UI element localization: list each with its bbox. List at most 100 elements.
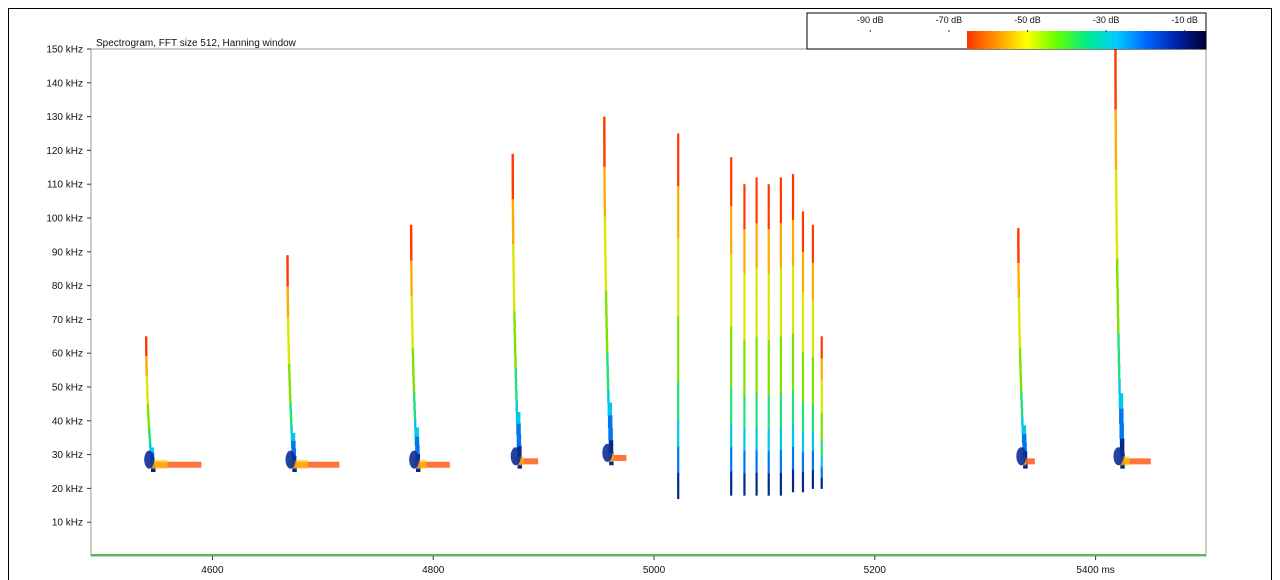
spectral-segment: [779, 427, 782, 439]
spectral-segment: [801, 331, 805, 342]
spectral-segment: [513, 344, 517, 357]
call-peak: [1113, 447, 1124, 466]
spectral-segment: [791, 412, 795, 425]
spectral-segment: [801, 461, 805, 473]
spectral-segment: [603, 203, 607, 217]
call-tail: [291, 461, 340, 468]
spectral-segment: [791, 174, 795, 186]
spectral-segment: [288, 371, 291, 380]
spectral-segment: [801, 381, 805, 393]
spectral-segment: [1021, 425, 1027, 435]
spectral-segment: [677, 172, 680, 187]
call-buzz: [743, 184, 746, 496]
spectral-segment: [743, 184, 746, 196]
spectral-segment: [409, 233, 413, 243]
spectral-segment: [730, 314, 733, 327]
colorbar-tick-label: -70 dB: [936, 15, 963, 25]
spectral-segment: [1116, 273, 1119, 289]
spectral-segment: [743, 250, 746, 263]
spectral-segment: [512, 288, 516, 301]
spectral-segment: [730, 326, 733, 339]
spectral-segment: [755, 313, 758, 326]
call-tail-core: [289, 459, 308, 469]
call-peak: [510, 447, 521, 466]
spectral-segment: [791, 355, 795, 368]
spectral-segment: [145, 379, 149, 386]
spectral-segment: [1018, 339, 1022, 349]
spectral-segment: [286, 255, 289, 264]
spectral-segment: [414, 436, 420, 446]
call-tail-core: [413, 459, 427, 469]
y-tick-label: 140 kHz: [46, 78, 83, 89]
spectral-segment: [767, 206, 770, 219]
spectral-segment: [1017, 253, 1020, 263]
spectral-segment: [791, 344, 795, 357]
spectral-segment: [677, 224, 680, 239]
spectral-segment: [603, 116, 606, 130]
spectral-segment: [511, 209, 515, 222]
spectral-segment: [1116, 303, 1120, 319]
spectral-segment: [820, 390, 823, 397]
spectral-segment: [767, 306, 770, 318]
spectral-segment: [608, 427, 613, 441]
spectral-segment: [603, 129, 606, 142]
call-buzz: [730, 157, 733, 496]
spectral-segment: [767, 361, 770, 374]
spectral-segment: [791, 219, 795, 232]
call-tail-core: [148, 459, 168, 469]
spectral-segment: [791, 276, 795, 289]
spectral-segment: [755, 461, 758, 473]
spectral-segment: [415, 445, 420, 455]
spectral-segment: [811, 290, 814, 301]
colorbar-tick-label: -50 dB: [1014, 15, 1041, 25]
spectral-segment: [811, 441, 814, 452]
spectral-segment: [791, 208, 795, 220]
spectral-segment: [767, 450, 770, 463]
spectral-segment: [677, 250, 680, 265]
spectral-segment: [1114, 63, 1117, 80]
call-buzz: [801, 211, 805, 493]
spectral-segment: [755, 268, 758, 281]
spectral-segment: [767, 228, 770, 241]
spectral-segment: [603, 166, 606, 180]
spectral-segment: [604, 265, 607, 279]
spectral-segment: [1114, 123, 1117, 140]
spectral-segment: [411, 321, 414, 332]
spectral-segment: [512, 243, 515, 256]
spectral-segment: [755, 370, 758, 383]
spectral-segment: [755, 347, 758, 360]
spectral-segment: [412, 374, 415, 384]
spectral-segment: [513, 299, 516, 312]
spectral-segment: [677, 446, 680, 460]
spectral-segment: [730, 253, 733, 267]
y-tick-label: 30 kHz: [52, 450, 83, 461]
spectral-segment: [820, 439, 823, 446]
spectral-segment: [743, 273, 746, 285]
y-tick-label: 40 kHz: [52, 416, 83, 427]
spectral-segment: [801, 371, 805, 383]
spectral-segment: [410, 304, 414, 314]
spectral-segment: [755, 358, 758, 371]
call-fm: [602, 116, 627, 466]
spectral-segment: [730, 422, 733, 436]
spectral-segment: [1020, 390, 1023, 401]
spectral-segment: [1119, 438, 1125, 454]
call-fm: [285, 255, 340, 472]
spectral-segment: [791, 401, 795, 413]
spectral-segment: [730, 229, 733, 243]
spectral-segment: [1118, 378, 1121, 394]
spectral-segment: [743, 395, 746, 407]
spectral-segment: [677, 185, 680, 200]
call-buzz: [820, 336, 823, 489]
spectral-segment: [767, 384, 770, 396]
spectral-segment: [516, 423, 521, 435]
spectral-segment: [820, 412, 823, 419]
spectral-segment: [603, 178, 606, 192]
spectral-segment: [767, 339, 770, 352]
spectral-segment: [1114, 93, 1117, 110]
spectral-segment: [145, 370, 148, 376]
spectral-segment: [820, 461, 823, 468]
spectral-segment: [801, 411, 805, 423]
spectral-segment: [743, 206, 746, 219]
